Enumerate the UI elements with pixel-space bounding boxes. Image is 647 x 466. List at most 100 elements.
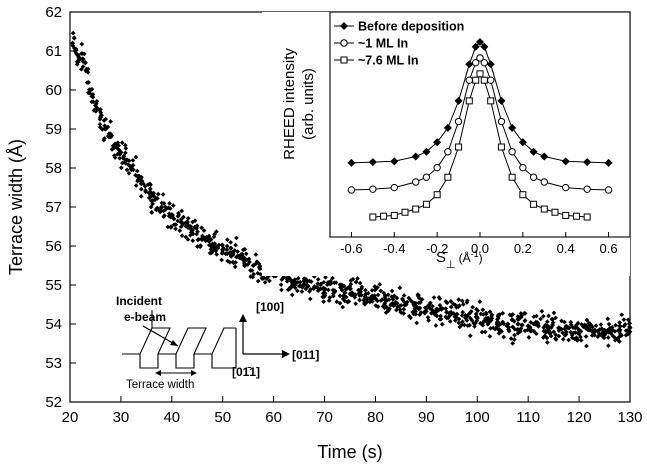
- data-point: [593, 328, 598, 334]
- data-point: [516, 316, 522, 322]
- data-point: [539, 308, 545, 314]
- data-point: [90, 99, 96, 105]
- data-point: [618, 323, 623, 329]
- data-point: [231, 260, 237, 266]
- inset-point-circle: [487, 76, 495, 84]
- y-tick-label: 53: [45, 355, 62, 372]
- data-point: [378, 298, 384, 304]
- data-point: [400, 297, 406, 303]
- data-point: [224, 247, 230, 253]
- data-point: [322, 291, 328, 296]
- data-point: [121, 154, 126, 159]
- data-point: [397, 285, 403, 291]
- data-point: [401, 293, 407, 298]
- data-point: [488, 325, 493, 331]
- inset-point-circle: [347, 186, 356, 194]
- data-point: [225, 258, 230, 264]
- data-point: [619, 333, 624, 338]
- legend-label: ~7.6 ML In: [358, 54, 419, 68]
- data-point: [488, 317, 494, 323]
- data-point: [307, 296, 313, 302]
- data-point: [341, 293, 347, 299]
- data-point: [330, 293, 336, 299]
- data-point: [105, 124, 111, 130]
- data-point: [80, 64, 86, 69]
- inset-point-square: [476, 70, 484, 78]
- data-point: [90, 94, 96, 100]
- data-point: [103, 116, 108, 122]
- data-point: [219, 251, 225, 256]
- inset-point-circle: [519, 163, 527, 172]
- data-point: [389, 288, 395, 294]
- data-point: [398, 303, 404, 308]
- data-point: [424, 309, 429, 314]
- inset-point-circle: [472, 58, 480, 67]
- data-point: [492, 326, 498, 332]
- data-point: [506, 327, 511, 332]
- data-point: [159, 200, 165, 206]
- data-point: [375, 292, 381, 298]
- main-y-axis: 52 53 54 55 56 57 58 59 60 61 62: [45, 4, 76, 411]
- data-point: [97, 116, 103, 122]
- data-point: [352, 294, 358, 300]
- data-point: [308, 279, 314, 284]
- data-point: [467, 333, 473, 339]
- data-point: [315, 288, 321, 294]
- data-point: [460, 319, 465, 325]
- inset-point-diamond: [604, 158, 613, 167]
- data-point: [613, 322, 618, 328]
- y-tick-label: 62: [45, 4, 62, 21]
- data-point: [434, 306, 439, 312]
- data-point: [243, 257, 249, 263]
- data-point: [315, 276, 321, 282]
- data-point: [148, 194, 154, 199]
- data-point: [327, 295, 333, 300]
- data-point: [448, 299, 454, 304]
- data-point: [232, 264, 238, 270]
- x-tick-label: 40: [163, 409, 180, 426]
- data-point: [190, 219, 196, 225]
- data-point: [422, 305, 428, 311]
- data-point: [378, 288, 384, 294]
- data-point: [355, 276, 360, 281]
- data-point: [510, 341, 515, 346]
- data-point: [186, 223, 192, 229]
- inset-y-axis-title-line1: RHEED intensity: [281, 48, 298, 160]
- data-point: [173, 222, 179, 227]
- data-point: [340, 304, 346, 310]
- data-point: [289, 292, 295, 298]
- data-point: [123, 146, 129, 151]
- data-point: [315, 281, 321, 286]
- data-point: [425, 315, 431, 320]
- data-point: [126, 162, 131, 168]
- data-point: [177, 228, 183, 234]
- data-point: [480, 320, 486, 326]
- data-point: [134, 168, 140, 174]
- inset-point-square: [519, 191, 527, 199]
- data-point: [550, 322, 555, 328]
- inset-point-square: [480, 76, 488, 84]
- data-point: [389, 301, 394, 307]
- data-point: [526, 335, 532, 340]
- inset-point-square: [530, 200, 538, 208]
- data-point: [138, 193, 144, 199]
- data-point: [278, 282, 284, 288]
- inset-point-diamond: [454, 96, 463, 105]
- data-point: [76, 57, 82, 62]
- data-point: [568, 329, 574, 335]
- inset-point-circle: [540, 178, 548, 186]
- inset-point-circle: [444, 148, 452, 156]
- data-point: [228, 245, 233, 251]
- data-point: [348, 281, 354, 287]
- data-point: [234, 254, 239, 260]
- data-point: [622, 322, 628, 327]
- inset-point-square: [572, 212, 580, 220]
- data-point: [185, 237, 191, 242]
- data-point: [436, 295, 442, 300]
- x-tick-label: 30: [113, 409, 130, 426]
- data-point: [439, 321, 445, 327]
- data-point: [214, 229, 219, 234]
- y-tick-label: 54: [45, 316, 62, 333]
- data-point: [589, 328, 595, 334]
- data-point: [447, 319, 453, 324]
